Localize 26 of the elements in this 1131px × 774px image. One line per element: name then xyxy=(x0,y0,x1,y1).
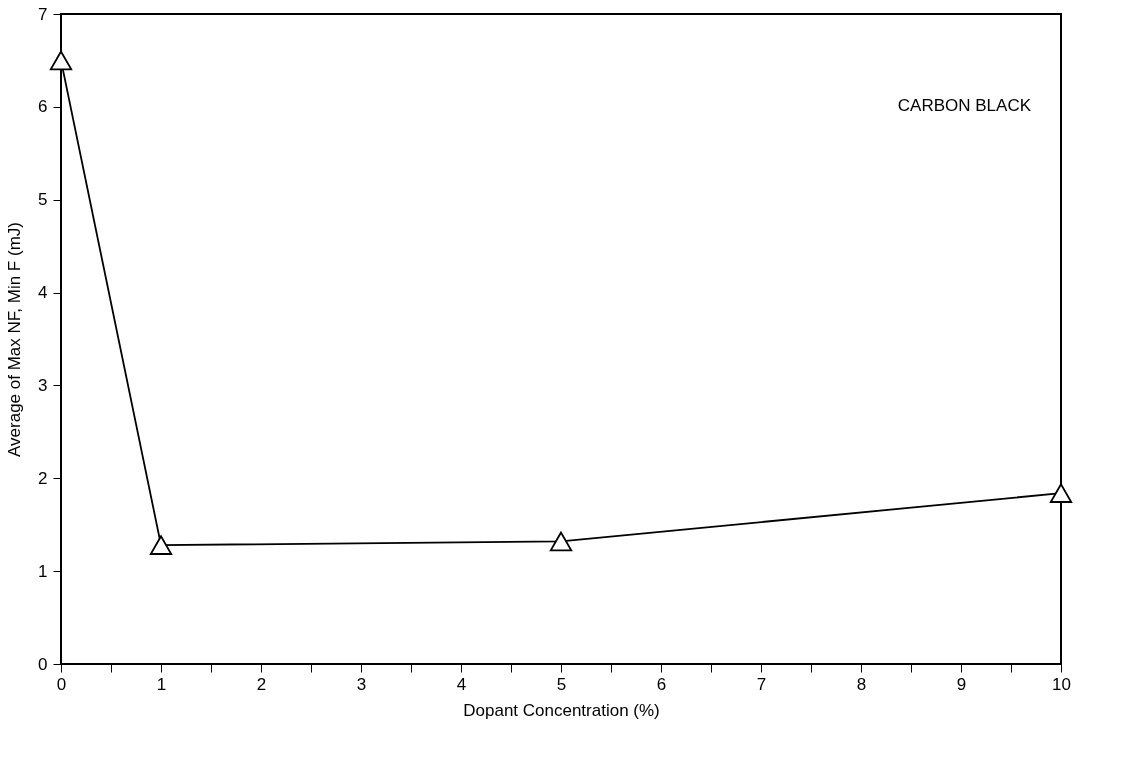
x-tick-label: 9 xyxy=(956,674,967,694)
point xyxy=(549,531,573,552)
y-tick-label: 2 xyxy=(38,468,48,488)
x-tick-label: 4 xyxy=(456,674,467,694)
x-tick-label: 8 xyxy=(856,674,867,694)
y-tick-label: 0 xyxy=(38,654,48,674)
y-tick-label: 1 xyxy=(38,561,48,581)
x-tick-label: 7 xyxy=(756,674,767,694)
x-tick-label: 5 xyxy=(556,674,567,694)
point xyxy=(1049,483,1073,503)
x-tick-label: 2 xyxy=(256,674,267,694)
y-axis-title: Average of Max NF, Min F (mJ) xyxy=(5,222,25,457)
x-tick-label: 0 xyxy=(56,674,67,694)
y-tick-label: 3 xyxy=(38,375,48,395)
x-tick-label: 10 xyxy=(1052,674,1071,694)
x-tick-label: 3 xyxy=(356,674,367,694)
x-tick-label: 6 xyxy=(656,674,667,694)
point xyxy=(149,535,173,555)
annotation: CARBON BLACK xyxy=(897,96,1032,115)
y-tick-label: 5 xyxy=(38,190,48,210)
point xyxy=(49,50,73,71)
y-tick-label: 4 xyxy=(38,283,48,303)
x-axis-title: Dopant Concentration (%) xyxy=(463,700,660,720)
y-tick-label: 6 xyxy=(38,97,48,117)
x-tick-label: 1 xyxy=(156,674,167,694)
y-tick-label: 7 xyxy=(38,4,48,24)
